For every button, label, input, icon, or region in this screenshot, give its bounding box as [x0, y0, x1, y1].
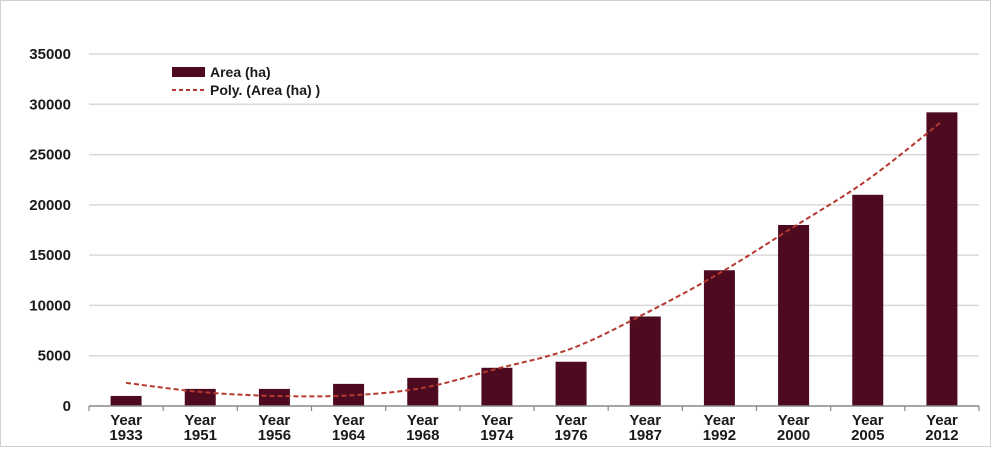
- bar: [778, 224, 810, 406]
- x-tick-label: Year 1968: [406, 412, 439, 444]
- x-tick-label: Year 1987: [629, 412, 662, 444]
- x-axis: [88, 405, 980, 411]
- x-tick-label: Year 2005: [851, 412, 884, 444]
- gridlines: [89, 53, 979, 357]
- y-tick-label: 5000: [38, 348, 71, 365]
- y-tick-label: 15000: [29, 247, 71, 264]
- y-tick-label: 35000: [29, 46, 71, 63]
- bar: [110, 395, 142, 406]
- bar: [481, 367, 513, 406]
- bar: [555, 361, 587, 406]
- y-axis-ticks: 0 5000 10000 15000 20000 25000 30000 35000: [29, 46, 71, 415]
- x-tick-label: Year 1933: [109, 412, 142, 444]
- x-tick-label: Year 1964: [332, 412, 366, 444]
- bar: [407, 377, 439, 406]
- bar: [926, 112, 958, 407]
- y-tick-label: 30000: [29, 96, 71, 113]
- bar: [703, 270, 735, 406]
- y-tick-label: 10000: [29, 297, 71, 314]
- legend-swatch-area: [172, 67, 205, 77]
- bar: [629, 316, 661, 406]
- bar: [258, 388, 290, 406]
- bars: [110, 112, 958, 407]
- y-tick-label: 20000: [29, 197, 71, 214]
- y-tick-label: 25000: [29, 147, 71, 164]
- x-tick-label: Year 2012: [925, 412, 958, 444]
- x-tick-label: Year 1992: [703, 412, 736, 444]
- y-tick-label: 0: [63, 398, 71, 415]
- legend: Area (ha) Poly. (Area (ha) ): [172, 64, 320, 98]
- x-axis-ticks: Year 1933 Year 1951 Year 1956 Year 1964 Year 1968…: [109, 412, 958, 444]
- x-tick-label: Year 1951: [184, 412, 217, 444]
- bar: [333, 383, 365, 406]
- x-tick-label: Year 1956: [258, 412, 291, 444]
- legend-label-area: Area (ha): [210, 64, 271, 80]
- bar: [852, 194, 884, 406]
- x-tick-label: Year 2000: [777, 412, 810, 444]
- trendline-poly: [125, 120, 943, 398]
- x-tick-label: Year 1976: [554, 412, 587, 444]
- x-tick-label: Year 1974: [480, 412, 514, 444]
- legend-label-poly: Poly. (Area (ha) ): [210, 82, 320, 98]
